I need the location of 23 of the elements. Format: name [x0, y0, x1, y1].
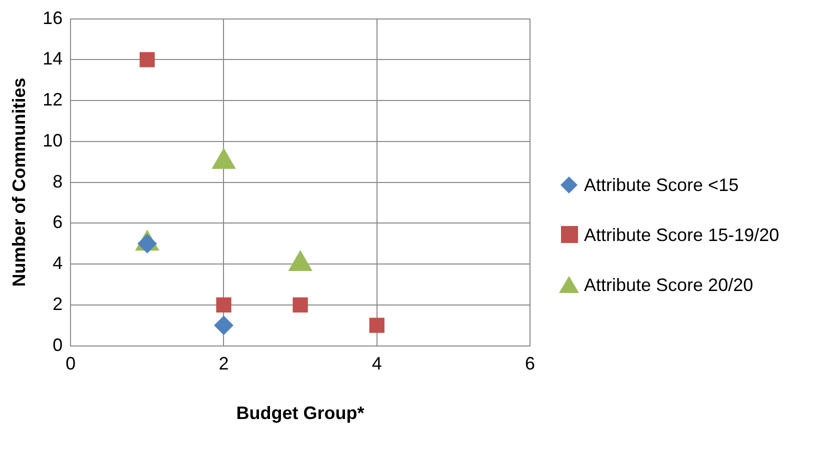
x-tick-label: 6: [524, 354, 536, 374]
legend-label: Attribute Score <15: [584, 174, 739, 196]
legend-label: Attribute Score 20/20: [584, 274, 754, 296]
point: [292, 297, 308, 312]
point: [216, 297, 232, 312]
y-tick-label: 12: [42, 90, 63, 110]
x-axis-title: Budget Group*: [236, 403, 364, 424]
point: [140, 52, 155, 68]
x-tick-label: 4: [372, 354, 382, 374]
y-tick-label: 14: [42, 48, 63, 69]
y-tick-label: 6: [52, 212, 63, 232]
y-tick-label: 2: [52, 294, 63, 314]
y-tick-label: 10: [42, 130, 63, 150]
y-tick-label: 8: [52, 171, 63, 192]
point: [369, 318, 384, 333]
y-tick-label: 4: [52, 253, 63, 274]
y-tick-label: 0: [52, 334, 63, 355]
legend-label: Attribute Score 15-19/20: [584, 224, 780, 246]
x-tick-label: 2: [218, 354, 229, 374]
point: [214, 316, 234, 335]
x-tick-label: 0: [66, 354, 76, 374]
y-tick-label: 16: [42, 8, 63, 28]
y-axis-title: Number of Communities: [8, 78, 29, 287]
